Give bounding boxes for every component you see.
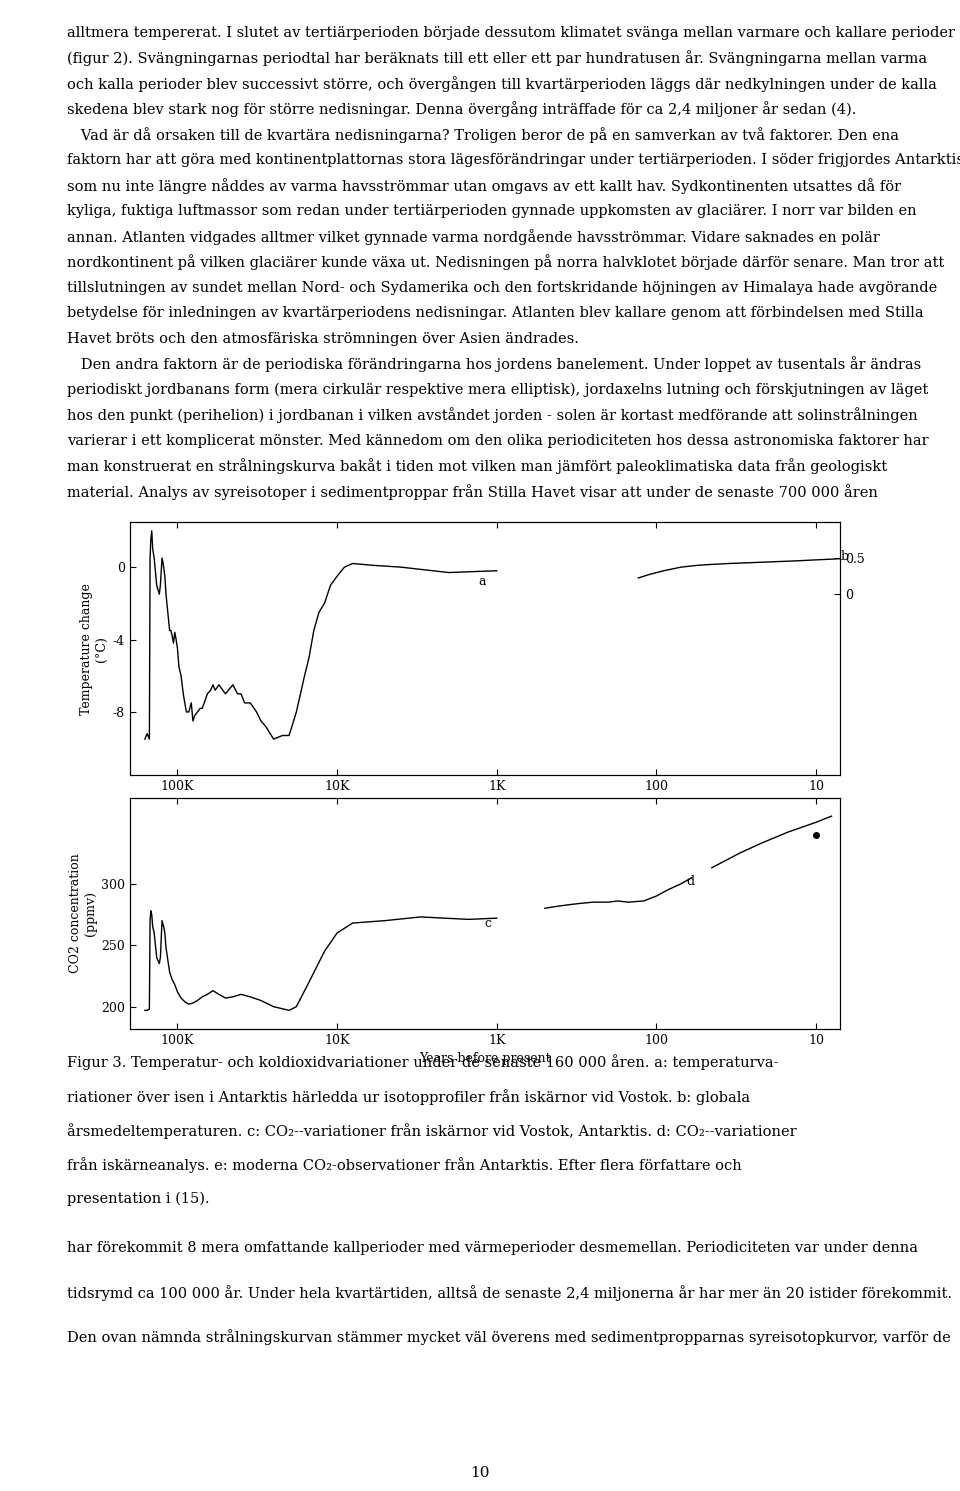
Text: årsmedeltemperaturen. c: CO₂--variationer från iskärnor vid Vostok, Antarktis. d: årsmedeltemperaturen. c: CO₂--variatione… bbox=[67, 1123, 797, 1139]
Text: Vad är då orsaken till de kvartära nedisningarna? Troligen beror de på en samver: Vad är då orsaken till de kvartära nedis… bbox=[67, 127, 900, 143]
Text: riationer över isen i Antarktis härledda ur isotopprofiler från iskärnor vid Vos: riationer över isen i Antarktis härledda… bbox=[67, 1088, 751, 1105]
Text: Havet bröts och den atmosfäriska strömningen över Asien ändrades.: Havet bröts och den atmosfäriska strömni… bbox=[67, 331, 579, 346]
Text: material. Analys av syreisotoper i sedimentproppar från Stilla Havet visar att u: material. Analys av syreisotoper i sedim… bbox=[67, 483, 878, 499]
Text: Figur 3. Temperatur- och koldioxidvariationer under de senaste 160 000 åren. a: : Figur 3. Temperatur- och koldioxidvariat… bbox=[67, 1054, 779, 1071]
Text: annan. Atlanten vidgades alltmer vilket gynnade varma nordgående havsströmmar. V: annan. Atlanten vidgades alltmer vilket … bbox=[67, 228, 880, 245]
Text: och kalla perioder blev successivt större, och övergången till kvartärperioden l: och kalla perioder blev successivt störr… bbox=[67, 76, 937, 91]
Text: kyliga, fuktiga luftmassor som redan under tertiärperioden gynnade uppkomsten av: kyliga, fuktiga luftmassor som redan und… bbox=[67, 204, 917, 218]
Text: varierar i ett komplicerat mönster. Med kännedom om den olika periodiciteten hos: varierar i ett komplicerat mönster. Med … bbox=[67, 434, 929, 447]
Text: a: a bbox=[479, 576, 486, 587]
Text: presentation i (15).: presentation i (15). bbox=[67, 1191, 210, 1206]
Text: alltmera tempererat. I slutet av tertiärperioden började dessutom klimatet sväng: alltmera tempererat. I slutet av tertiär… bbox=[67, 25, 955, 40]
Text: tillslutningen av sundet mellan Nord- och Sydamerika och den fortskridande höjni: tillslutningen av sundet mellan Nord- oc… bbox=[67, 280, 938, 295]
X-axis label: Years before present: Years before present bbox=[419, 1053, 551, 1065]
Text: har förekommit 8 mera omfattande kallperioder med värmeperioder desmemellan. Per: har förekommit 8 mera omfattande kallper… bbox=[67, 1241, 918, 1255]
Text: man konstruerat en strålningskurva bakåt i tiden mot vilken man jämfört paleokli: man konstruerat en strålningskurva bakåt… bbox=[67, 458, 887, 474]
Text: tidsrymd ca 100 000 år. Under hela kvartärtiden, alltså de senaste 2,4 miljonern: tidsrymd ca 100 000 år. Under hela kvart… bbox=[67, 1285, 952, 1300]
Text: (figur 2). Svängningarnas periodtal har beräknats till ett eller ett par hundrat: (figur 2). Svängningarnas periodtal har … bbox=[67, 51, 927, 66]
Text: betydelse för inledningen av kvartärperiodens nedisningar. Atlanten blev kallare: betydelse för inledningen av kvartärperi… bbox=[67, 306, 924, 321]
Y-axis label: CO2 concentration
(ppmv): CO2 concentration (ppmv) bbox=[68, 853, 97, 974]
Text: Den andra faktorn är de periodiska förändringarna hos jordens banelement. Under : Den andra faktorn är de periodiska förän… bbox=[67, 356, 922, 373]
Text: hos den punkt (perihelion) i jordbanan i vilken avståndet jorden - solen är kort: hos den punkt (perihelion) i jordbanan i… bbox=[67, 407, 918, 423]
Text: 10: 10 bbox=[470, 1466, 490, 1481]
Text: c: c bbox=[484, 917, 492, 929]
Text: d: d bbox=[686, 875, 694, 887]
Y-axis label: Temperature change
(°C): Temperature change (°C) bbox=[81, 583, 108, 714]
Text: nordkontinent på vilken glaciärer kunde växa ut. Nedisningen på norra halvklotet: nordkontinent på vilken glaciärer kunde … bbox=[67, 253, 945, 270]
Text: skedena blev stark nog för större nedisningar. Denna övergång inträffade för ca : skedena blev stark nog för större nedisn… bbox=[67, 101, 856, 116]
Text: som nu inte längre nåddes av varma havsströmmar utan omgavs av ett kallt hav. Sy: som nu inte längre nåddes av varma havss… bbox=[67, 177, 901, 194]
Text: b: b bbox=[841, 550, 849, 562]
Text: Den ovan nämnda strålningskurvan stämmer mycket väl överens med sedimentpropparn: Den ovan nämnda strålningskurvan stämmer… bbox=[67, 1330, 951, 1345]
Text: från iskärneanalys. e: moderna CO₂-observationer från Antarktis. Efter flera för: från iskärneanalys. e: moderna CO₂-obser… bbox=[67, 1157, 742, 1173]
Text: periodiskt jordbanans form (mera cirkulär respektive mera elliptisk), jordaxelns: periodiskt jordbanans form (mera cirkulä… bbox=[67, 382, 928, 397]
Text: faktorn har att göra med kontinentplattornas stora lägesförändringar under terti: faktorn har att göra med kontinentplatto… bbox=[67, 154, 960, 167]
